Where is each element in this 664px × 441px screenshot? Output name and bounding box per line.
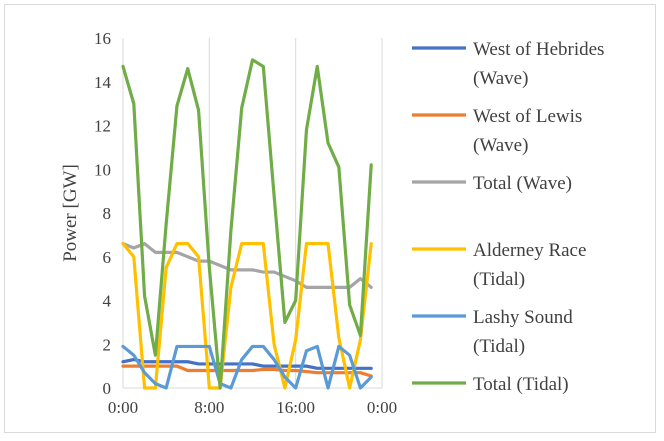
series-line-3: [121, 242, 373, 390]
legend: West of Hebrides (Wave) West of Lewis (Wave…: [412, 39, 604, 395]
y-tick-label: 2: [103, 335, 112, 354]
y-tick-label: 8: [103, 204, 112, 223]
legend-label-3: Alderney Race: [473, 240, 586, 261]
y-tick-label: 4: [103, 292, 112, 311]
y-tick-label: 6: [103, 248, 112, 267]
legend-label-4: (Tidal): [473, 336, 525, 357]
legend-label-0: West of Hebrides: [473, 39, 604, 60]
x-tick-label: 0:00: [108, 398, 138, 417]
x-tick-label: 8:00: [194, 398, 224, 417]
y-tick-label: 12: [94, 117, 111, 136]
legend-label-2: Total (Wave): [473, 173, 572, 194]
x-tick-label: 0:00: [367, 398, 397, 417]
legend-label-0: (Wave): [473, 68, 528, 89]
gridlines: [122, 38, 383, 388]
legend-label-4: Lashy Sound: [473, 307, 573, 328]
legend-label-3: (Tidal): [473, 269, 525, 290]
y-axis-label: Power [GW]: [60, 164, 81, 262]
series-line-0: [121, 357, 373, 370]
y-tick-label: 0: [103, 379, 112, 398]
series-lines: [121, 58, 373, 390]
y-tick-label: 10: [94, 160, 111, 179]
series-line-1: [121, 364, 373, 378]
x-tick-label: 16:00: [276, 398, 315, 417]
legend-label-1: (Wave): [473, 135, 528, 156]
series-line-4: [121, 344, 373, 390]
y-tick-label: 16: [94, 29, 111, 48]
legend-label-5: Total (Tidal): [473, 374, 569, 395]
y-tick-label: 14: [94, 73, 112, 92]
series-line-5: [121, 58, 373, 390]
legend-label-1: West of Lewis: [473, 106, 582, 127]
chart-frame: [4, 4, 656, 433]
